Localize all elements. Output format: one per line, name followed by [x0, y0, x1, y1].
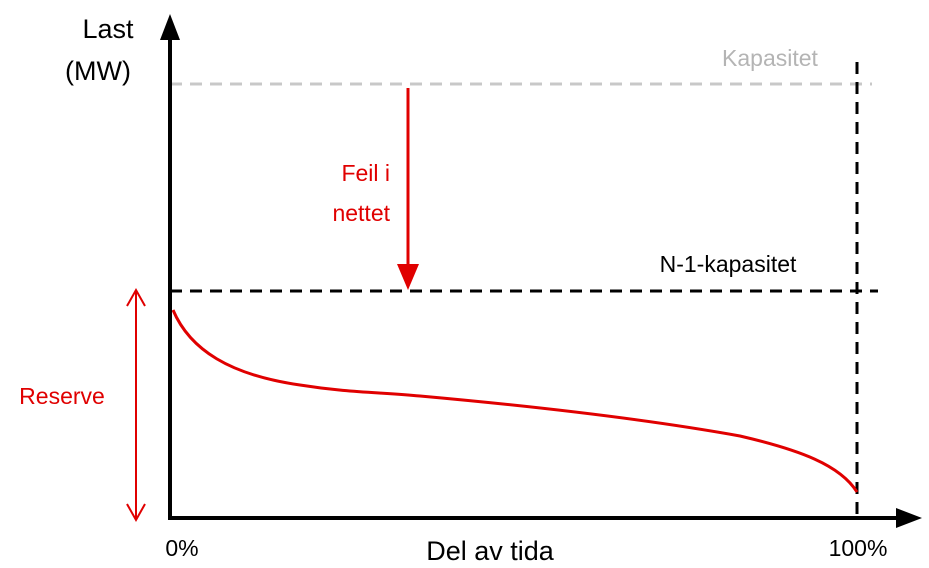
fault-label: nettet — [332, 200, 390, 226]
reserve-arrow-bottom — [126, 503, 146, 523]
fault-arrow-head — [397, 264, 419, 290]
fault-label: Feil i — [341, 160, 390, 186]
x-start-label: 0% — [165, 535, 198, 561]
reserve-arrow-top — [126, 287, 146, 307]
x-axis-arrow — [896, 508, 922, 528]
capacity-label: Kapasitet — [722, 45, 819, 71]
y-label: Last — [82, 14, 134, 44]
y-label: (MW) — [65, 56, 131, 86]
load-curve — [171, 309, 859, 493]
x-label: Del av tida — [426, 536, 555, 566]
y-axis-arrow — [160, 14, 180, 40]
n1-label: N-1-kapasitet — [660, 251, 797, 277]
x-end-label: 100% — [829, 535, 888, 561]
reserve-label: Reserve — [19, 383, 105, 409]
